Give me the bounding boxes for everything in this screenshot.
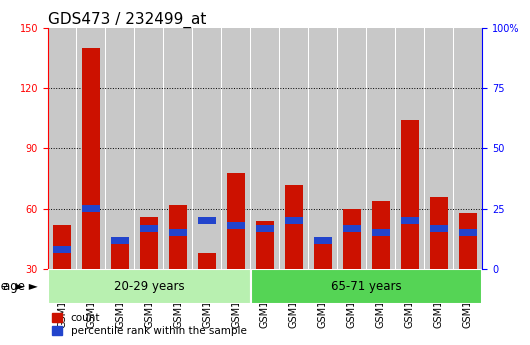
Bar xyxy=(454,28,482,269)
Bar xyxy=(257,225,273,231)
Bar xyxy=(396,28,423,269)
Bar xyxy=(193,28,221,269)
Bar xyxy=(367,28,395,269)
Bar xyxy=(111,237,129,244)
Bar xyxy=(430,197,447,269)
Bar xyxy=(459,229,476,236)
Bar xyxy=(343,225,360,231)
Bar xyxy=(401,217,419,224)
Bar xyxy=(314,237,332,244)
Bar xyxy=(285,185,303,269)
Text: 65-71 years: 65-71 years xyxy=(331,280,402,293)
Bar xyxy=(430,225,447,231)
Bar xyxy=(77,28,105,269)
Bar xyxy=(135,28,163,269)
Bar xyxy=(107,28,134,269)
Bar xyxy=(372,229,390,236)
Bar xyxy=(227,172,245,269)
Bar xyxy=(170,205,187,269)
Bar xyxy=(372,201,390,269)
Bar xyxy=(54,225,71,269)
FancyBboxPatch shape xyxy=(251,269,482,304)
Text: age  ►: age ► xyxy=(0,280,24,293)
Bar xyxy=(83,205,100,212)
Bar xyxy=(111,237,129,269)
Text: age ►: age ► xyxy=(3,280,38,293)
Bar xyxy=(343,209,360,269)
Legend: count, percentile rank within the sample: count, percentile rank within the sample xyxy=(48,309,251,340)
Bar xyxy=(54,246,71,253)
Bar xyxy=(170,229,187,236)
Bar xyxy=(222,28,250,269)
Bar xyxy=(251,28,279,269)
Bar xyxy=(164,28,192,269)
Bar xyxy=(198,253,216,269)
Bar xyxy=(227,222,245,229)
Bar xyxy=(280,28,308,269)
Bar xyxy=(401,120,419,269)
Bar xyxy=(198,217,216,224)
Bar xyxy=(459,213,476,269)
Text: 20-29 years: 20-29 years xyxy=(114,280,184,293)
Bar xyxy=(48,28,76,269)
Bar xyxy=(285,217,303,224)
Bar xyxy=(83,48,100,269)
Bar xyxy=(140,217,158,269)
Bar xyxy=(314,241,332,269)
Bar xyxy=(425,28,453,269)
FancyBboxPatch shape xyxy=(48,269,251,304)
Bar xyxy=(257,221,273,269)
Bar xyxy=(140,225,158,231)
Bar xyxy=(309,28,337,269)
Text: GDS473 / 232499_at: GDS473 / 232499_at xyxy=(48,11,206,28)
Bar xyxy=(338,28,366,269)
